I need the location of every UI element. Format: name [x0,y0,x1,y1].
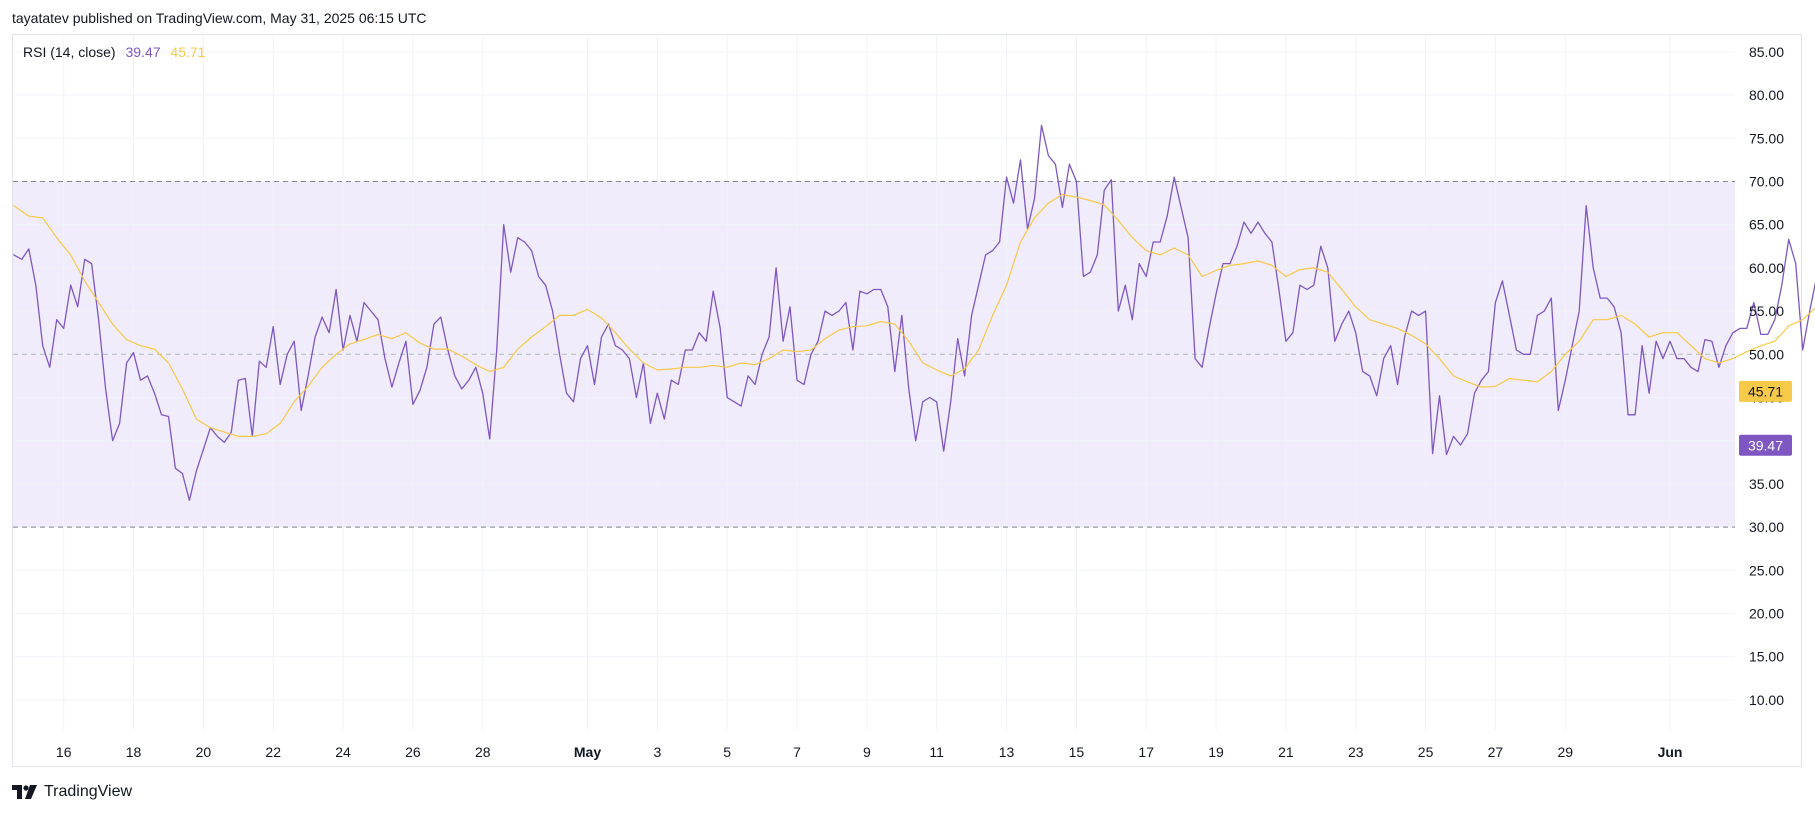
ma-price-label-bg [1739,380,1792,402]
x-tick-label: 17 [1138,744,1154,760]
y-tick-label: 30.00 [1749,519,1784,535]
x-tick-label: 3 [653,744,661,760]
x-tick-label: Jun [1658,744,1683,760]
x-tick-label: 22 [265,744,281,760]
ma-price-label: 45.71 [1739,380,1792,402]
x-tick-label: 7 [793,744,801,760]
y-tick-label: 70.00 [1749,174,1784,190]
y-tick-label: 80.00 [1749,87,1784,103]
x-tick-label: 28 [475,744,491,760]
chart-frame [12,34,1802,767]
y-tick-label: 15.00 [1749,649,1784,665]
x-tick-label: 16 [56,744,72,760]
x-tick-label: 21 [1278,744,1294,760]
legend-ma-value: 45.71 [170,44,206,60]
x-tick-label: 11 [929,744,944,760]
x-tick-label: 26 [405,744,421,760]
ma-price-label-text: 45.71 [1748,383,1783,399]
y-tick-label: 25.00 [1749,562,1784,578]
rsi-price-label-bg [1739,434,1792,456]
y-tick-label: 10.00 [1749,692,1784,708]
y-tick-label: 20.00 [1749,606,1784,622]
rsi-price-label: 39.47 [1739,434,1792,456]
x-tick-label: 15 [1069,744,1085,760]
tradingview-logo-icon [12,785,37,799]
publisher-line: tayatatev published on TradingView.com, … [12,10,427,26]
ma-series-line[interactable] [13,193,1815,437]
rsi-price-label-text: 39.47 [1748,437,1783,453]
x-tick-label: 25 [1418,744,1434,760]
x-tick-label: 5 [723,744,731,760]
y-tick-label: 55.00 [1749,303,1784,319]
legend-indicator-name: RSI (14, close) [23,44,116,60]
x-tick-label: 19 [1208,744,1224,760]
x-tick-label: 29 [1557,744,1573,760]
y-tick-label: 60.00 [1749,260,1784,276]
rsi-series-line[interactable] [13,124,1815,501]
x-tick-label: 20 [196,744,212,760]
y-tick-label: 35.00 [1749,476,1784,492]
x-tick-label: 18 [126,744,142,760]
x-tick-label: 23 [1348,744,1364,760]
x-tick-label: 9 [863,744,871,760]
y-tick-label: 75.00 [1749,130,1784,146]
x-tick-label: 13 [999,744,1015,760]
brand-name: TradingView [44,783,133,800]
indicator-legend[interactable]: RSI (14, close) 39.47 45.71 [23,44,205,60]
y-tick-label: 50.00 [1749,346,1784,362]
x-tick-label: 24 [335,744,351,760]
brand[interactable]: TradingView [12,783,132,801]
y-tick-label: 85.00 [1749,44,1784,60]
x-tick-label: May [574,744,601,760]
y-tick-label: 65.00 [1749,217,1784,233]
x-tick-label: 27 [1488,744,1504,760]
legend-rsi-value: 39.47 [125,44,161,60]
